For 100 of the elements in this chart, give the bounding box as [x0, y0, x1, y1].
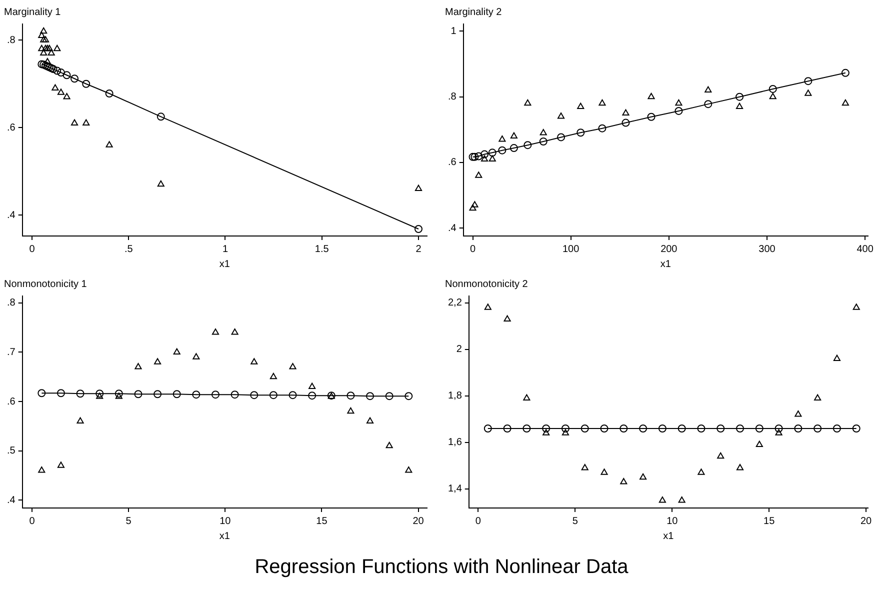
y-tick-label: 1,6 [448, 437, 462, 448]
point [38, 60, 46, 68]
point [598, 124, 606, 132]
point [172, 390, 181, 398]
point [40, 27, 48, 34]
point [96, 392, 104, 399]
point [156, 112, 165, 121]
point [366, 392, 374, 400]
point [56, 389, 65, 398]
point [56, 68, 65, 77]
point [804, 77, 812, 86]
point [736, 92, 744, 101]
point [250, 358, 258, 364]
point [468, 152, 477, 161]
x-axis-title: x1 [219, 530, 230, 542]
y-tick-label: .6 [448, 157, 457, 168]
point [474, 152, 483, 160]
x-axis-title: x1 [219, 258, 230, 270]
point [804, 90, 812, 96]
point [54, 44, 61, 52]
point [561, 424, 570, 432]
point [40, 36, 48, 42]
point [620, 478, 628, 484]
point [38, 389, 46, 398]
point [524, 99, 532, 106]
point [581, 464, 588, 470]
y-tick-label: .6 [6, 122, 16, 134]
point [76, 390, 84, 398]
point [498, 136, 506, 142]
point [471, 201, 478, 208]
point [503, 424, 512, 432]
point [414, 225, 422, 234]
x-axis-title: x1 [660, 258, 672, 270]
point [346, 392, 355, 400]
point [717, 452, 724, 459]
point [498, 146, 506, 154]
point [469, 204, 476, 211]
point [49, 65, 58, 74]
point [658, 496, 666, 503]
point [106, 141, 113, 148]
point [40, 60, 48, 69]
point [704, 86, 712, 93]
point [480, 155, 488, 162]
x-tick-label: 15 [764, 516, 776, 527]
point [488, 148, 496, 157]
y-tick-label: 1,4 [448, 484, 462, 495]
point [794, 424, 802, 432]
point [42, 36, 50, 42]
point [134, 362, 142, 370]
x-tick-label: 10 [220, 516, 232, 527]
x-tick-label: 5 [126, 516, 132, 527]
point [347, 407, 354, 414]
point [678, 424, 686, 432]
point [484, 424, 492, 432]
y-tick-label: 2 [456, 344, 462, 356]
point [540, 128, 547, 136]
x-tick-label: 10 [666, 516, 678, 527]
point [154, 390, 162, 398]
point [44, 58, 51, 64]
point [82, 119, 90, 126]
point [157, 180, 164, 187]
x-axis-title: x1 [663, 530, 674, 542]
point [769, 92, 776, 100]
point [557, 112, 565, 119]
x-tick-label: 400 [856, 244, 874, 255]
point [470, 152, 479, 161]
point [852, 424, 860, 432]
y-tick-label: 1 [450, 26, 457, 37]
point [648, 92, 655, 100]
point [756, 440, 763, 448]
point [622, 118, 630, 127]
point [842, 99, 849, 106]
point [814, 394, 822, 401]
y-tick-label: .8 [6, 34, 16, 46]
point [385, 392, 394, 400]
point [524, 141, 532, 150]
point [510, 144, 518, 152]
y-tick-label: 2,2 [448, 298, 462, 309]
point [70, 74, 79, 83]
point [366, 417, 374, 424]
point [522, 424, 531, 432]
chart-title: Marginality 2 [445, 6, 502, 18]
point [576, 128, 585, 137]
point [622, 109, 630, 116]
point [639, 424, 648, 432]
point [308, 382, 316, 389]
point [480, 150, 489, 158]
point [386, 442, 393, 448]
x-tick-label: 0 [29, 244, 36, 255]
point [192, 353, 200, 360]
point [231, 328, 238, 335]
point [212, 328, 220, 335]
point [154, 358, 162, 364]
point [542, 429, 550, 436]
point [134, 390, 142, 398]
point [774, 424, 783, 432]
point [70, 119, 78, 126]
point [577, 102, 584, 109]
point [523, 394, 530, 401]
point [832, 424, 841, 432]
